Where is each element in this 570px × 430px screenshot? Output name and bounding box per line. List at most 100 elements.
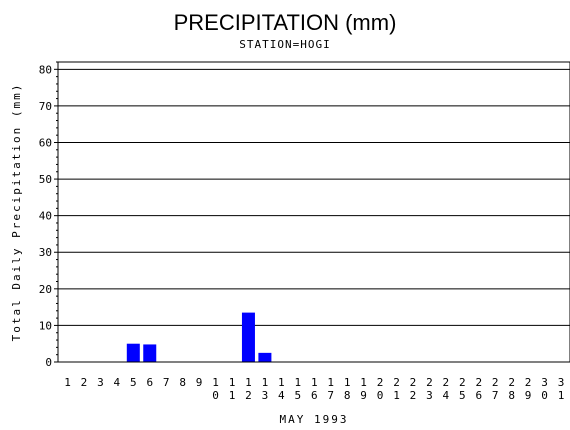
svg-text:1: 1 (360, 376, 367, 389)
y-ticks: 0 10 20 30 40 50 60 70 80 (39, 61, 58, 369)
x-tick-label: 11 (229, 376, 236, 402)
y-tick-label: 10 (39, 319, 52, 332)
svg-text:1: 1 (245, 376, 252, 389)
svg-text:8: 8 (179, 376, 186, 389)
x-tick-label: 5 (130, 376, 137, 389)
x-tick-label: 28 (508, 376, 515, 402)
svg-text:2: 2 (393, 376, 400, 389)
svg-text:3: 3 (541, 376, 548, 389)
svg-text:2: 2 (81, 376, 88, 389)
svg-text:1: 1 (229, 376, 236, 389)
svg-text:6: 6 (311, 389, 318, 402)
x-tick-label: 13 (262, 376, 269, 402)
x-tick-label: 16 (311, 376, 318, 402)
svg-text:9: 9 (196, 376, 203, 389)
x-ticks: 1 2 3 4 5 6 7 8 9 1011121314151617181920212223242… (64, 376, 564, 402)
svg-text:1: 1 (229, 389, 236, 402)
svg-text:3: 3 (558, 376, 565, 389)
svg-text:8: 8 (508, 389, 515, 402)
svg-text:1: 1 (212, 376, 219, 389)
svg-text:5: 5 (294, 389, 301, 402)
svg-text:2: 2 (508, 376, 515, 389)
bar-day-13 (258, 352, 272, 362)
svg-text:1: 1 (344, 376, 351, 389)
svg-text:2: 2 (443, 376, 450, 389)
y-tick-label: 80 (39, 63, 52, 76)
x-tick-label: 25 (459, 376, 466, 402)
y-tick-label: 70 (39, 100, 52, 113)
svg-text:3: 3 (426, 389, 433, 402)
x-axis-label: MAY 1993 (280, 413, 349, 426)
svg-text:6: 6 (146, 376, 153, 389)
svg-text:0: 0 (212, 389, 219, 402)
svg-text:2: 2 (475, 376, 482, 389)
svg-text:2: 2 (410, 389, 417, 402)
svg-text:7: 7 (163, 376, 170, 389)
y-tick-label: 60 (39, 136, 52, 149)
x-tick-label: 14 (278, 376, 285, 402)
x-tick-label: 3 (97, 376, 104, 389)
x-tick-label: 27 (492, 376, 499, 402)
x-tick-label: 10 (212, 376, 219, 402)
x-tick-label: 12 (245, 376, 252, 402)
svg-text:3: 3 (97, 376, 104, 389)
svg-text:7: 7 (492, 389, 499, 402)
bar-day-5 (126, 343, 140, 362)
x-tick-label: 20 (377, 376, 384, 402)
x-tick-label: 15 (294, 376, 301, 402)
svg-text:2: 2 (459, 376, 466, 389)
svg-text:1: 1 (294, 376, 301, 389)
x-tick-label: 8 (179, 376, 186, 389)
svg-text:8: 8 (344, 389, 351, 402)
svg-text:1: 1 (64, 376, 71, 389)
x-tick-label: 26 (475, 376, 482, 402)
svg-text:5: 5 (459, 389, 466, 402)
plot-frame (57, 61, 570, 363)
svg-text:2: 2 (410, 376, 417, 389)
svg-text:6: 6 (475, 389, 482, 402)
svg-text:9: 9 (525, 389, 532, 402)
svg-text:7: 7 (327, 389, 334, 402)
x-tick-label: 9 (196, 376, 203, 389)
bar-day-12 (241, 312, 255, 362)
chart-title: PRECIPITATION (mm) (174, 10, 397, 35)
x-tick-label: 30 (541, 376, 548, 402)
x-tick-label: 7 (163, 376, 170, 389)
x-tick-label: 22 (410, 376, 417, 402)
svg-text:2: 2 (525, 376, 532, 389)
y-tick-label: 30 (39, 246, 52, 259)
svg-text:2: 2 (492, 376, 499, 389)
svg-text:3: 3 (262, 389, 269, 402)
x-tick-label: 24 (443, 376, 450, 402)
gridlines (58, 68, 570, 326)
x-tick-label: 1 (64, 376, 71, 389)
x-tick-label: 18 (344, 376, 351, 402)
svg-text:1: 1 (262, 376, 269, 389)
x-tick-label: 19 (360, 376, 367, 402)
svg-text:1: 1 (558, 389, 565, 402)
y-tick-label: 50 (39, 173, 52, 186)
bars (126, 312, 272, 362)
x-tick-label: 17 (327, 376, 334, 402)
chart-subtitle: STATION=HOGI (239, 38, 330, 51)
svg-text:4: 4 (114, 376, 121, 389)
svg-text:1: 1 (393, 389, 400, 402)
y-tick-label: 40 (39, 210, 52, 223)
y-axis-label: Total Daily Precipitation (mm) (10, 83, 23, 342)
x-tick-label: 6 (146, 376, 153, 389)
svg-text:2: 2 (426, 376, 433, 389)
x-tick-label: 2 (81, 376, 88, 389)
x-tick-label: 23 (426, 376, 433, 402)
bar-day-6 (143, 344, 157, 362)
svg-text:1: 1 (278, 376, 285, 389)
svg-text:0: 0 (541, 389, 548, 402)
x-tick-label: 21 (393, 376, 400, 402)
y-tick-label: 0 (45, 356, 52, 369)
x-tick-label: 29 (525, 376, 532, 402)
svg-text:4: 4 (443, 389, 450, 402)
svg-text:4: 4 (278, 389, 285, 402)
svg-text:1: 1 (311, 376, 318, 389)
svg-text:2: 2 (245, 389, 252, 402)
x-tick-label: 4 (114, 376, 121, 389)
